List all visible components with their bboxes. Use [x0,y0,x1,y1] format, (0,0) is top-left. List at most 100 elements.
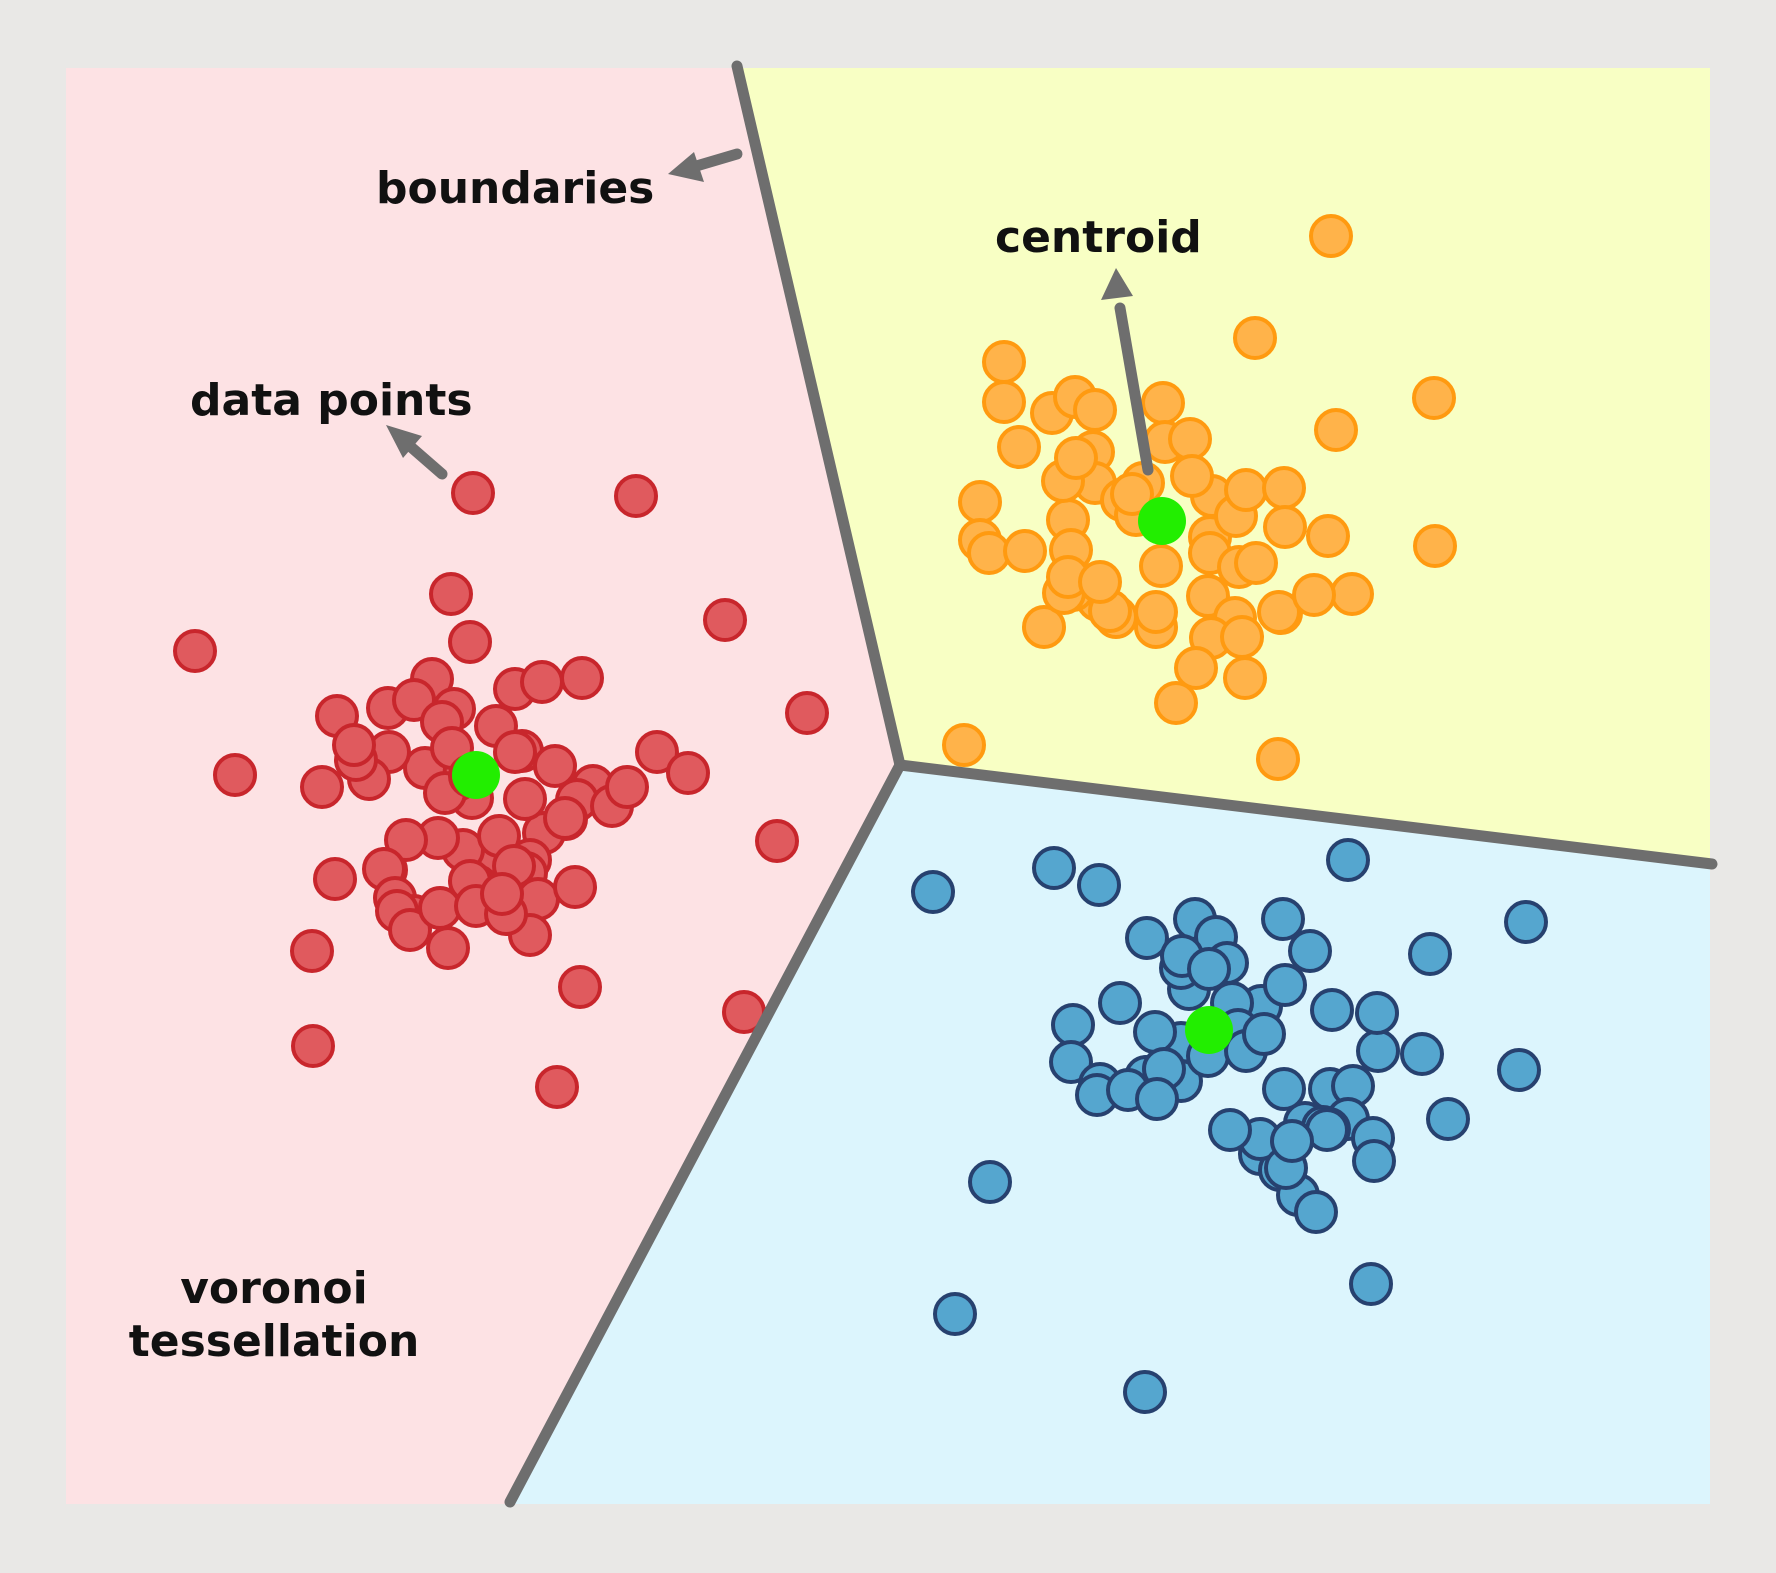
data-point-orange-1 [1309,214,1353,258]
data-point-orange-10 [1141,381,1185,425]
data-point-blue-51 [1426,1097,1470,1141]
data-point-red-10 [755,819,799,863]
data-point-orange-31 [1306,514,1350,558]
data-point-orange-34 [1234,541,1278,585]
data-point-orange-40 [1223,656,1267,700]
data-point-red-9 [300,765,344,809]
data-point-blue-22 [1310,988,1354,1032]
data-point-orange-27 [1170,454,1214,498]
data-point-red-53 [503,777,547,821]
data-point-red-14 [290,929,334,973]
data-point-orange-30 [1263,505,1307,549]
data-point-blue-3 [1077,863,1121,907]
data-point-orange-9 [1073,388,1117,432]
cluster-orange-points [942,214,1457,781]
data-point-red-67 [418,886,462,930]
data-point-blue-57 [1270,1119,1314,1163]
data-point-blue-14 [1049,1040,1093,1084]
data-point-orange-33 [1413,524,1457,568]
centroid-red [452,751,500,799]
data-point-red-61 [553,865,597,909]
data-point-red-58 [666,751,710,795]
cluster-blue-points [911,838,1548,1414]
data-point-orange-29 [1262,466,1306,510]
data-point-red-46 [384,818,428,862]
data-point-blue-24 [1355,991,1399,1035]
data-point-blue-59 [968,1160,1012,1204]
region-orange [737,68,1710,863]
label-tessellation: tessellation [129,1316,420,1367]
label-voronoi: voronoi [180,1263,367,1314]
data-point-red-20 [560,656,604,700]
data-point-blue-2 [1032,846,1076,890]
centroids [452,497,1233,1054]
data-point-blue-55 [1352,1139,1396,1183]
data-point-orange-5 [982,340,1026,384]
arrow-data-points [386,425,448,480]
data-point-blue-23 [1356,1029,1400,1073]
data-point-red-73 [493,730,537,774]
data-point-blue-63 [1135,1077,1179,1121]
boundary-line-right [894,759,1718,870]
centroid-blue [1185,1006,1233,1054]
data-point-blue-50 [1497,1048,1541,1092]
data-point-blue-12 [1098,981,1142,1025]
data-point-blue-38 [1208,1108,1252,1152]
data-point-red-41 [332,723,376,767]
data-point-red-2 [614,474,658,518]
data-point-red-19 [520,660,564,704]
data-point-orange-41 [1256,737,1300,781]
data-point-orange-6 [982,380,1026,424]
data-point-red-70 [480,872,524,916]
data-point-blue-46 [1242,1012,1286,1056]
annotation-arrows [386,148,1154,480]
data-point-blue-60 [933,1292,977,1336]
data-point-red-13 [291,1024,335,1068]
data-point-red-56 [605,765,649,809]
data-point-red-17 [313,857,357,901]
data-point-blue-48 [1187,947,1231,991]
data-point-orange-3 [1412,376,1456,420]
data-point-blue-35 [1294,1190,1338,1234]
data-point-blue-1 [1326,838,1370,882]
data-point-orange-53 [958,480,1002,524]
data-point-red-50 [426,926,470,970]
data-point-blue-4 [1125,916,1169,960]
data-point-blue-13 [1051,1003,1095,1047]
data-point-red-3 [173,629,217,673]
boundaries [504,60,1718,1508]
data-point-orange-51 [1257,590,1301,634]
data-point-orange-61 [1054,436,1098,480]
data-point-orange-39 [1154,681,1198,725]
labels: boundaries centroid data points voronoi … [129,163,1202,1367]
data-point-red-54 [543,796,587,840]
arrow-boundaries [668,148,743,182]
data-point-orange-49 [1134,590,1178,634]
data-point-blue-7 [1261,897,1305,941]
data-point-orange-28 [1224,468,1268,512]
data-point-orange-52 [1292,573,1336,617]
arrow-centroid [1101,268,1154,476]
label-data-points: data points [190,375,473,426]
data-point-orange-26 [1110,472,1154,516]
data-point-orange-38 [1174,646,1218,690]
boundary-line-bottom [504,759,906,1508]
data-point-red-7 [785,691,829,735]
data-point-orange-56 [1003,529,1047,573]
label-centroid: centroid [995,212,1202,263]
data-point-orange-2 [1233,316,1277,360]
label-boundaries: boundaries [376,163,654,214]
data-point-red-11 [558,965,602,1009]
data-point-red-26 [533,744,577,788]
data-point-orange-24 [1139,544,1183,588]
data-point-orange-17 [1168,417,1212,461]
data-point-red-12 [535,1065,579,1109]
data-point-red-1 [451,471,495,515]
data-point-orange-55 [967,531,1011,575]
data-point-blue-40 [1133,1010,1177,1054]
data-point-blue-62 [1349,1262,1393,1306]
data-point-orange-32 [1330,572,1374,616]
data-point-red-6 [448,620,492,664]
data-point-red-5 [703,598,747,642]
